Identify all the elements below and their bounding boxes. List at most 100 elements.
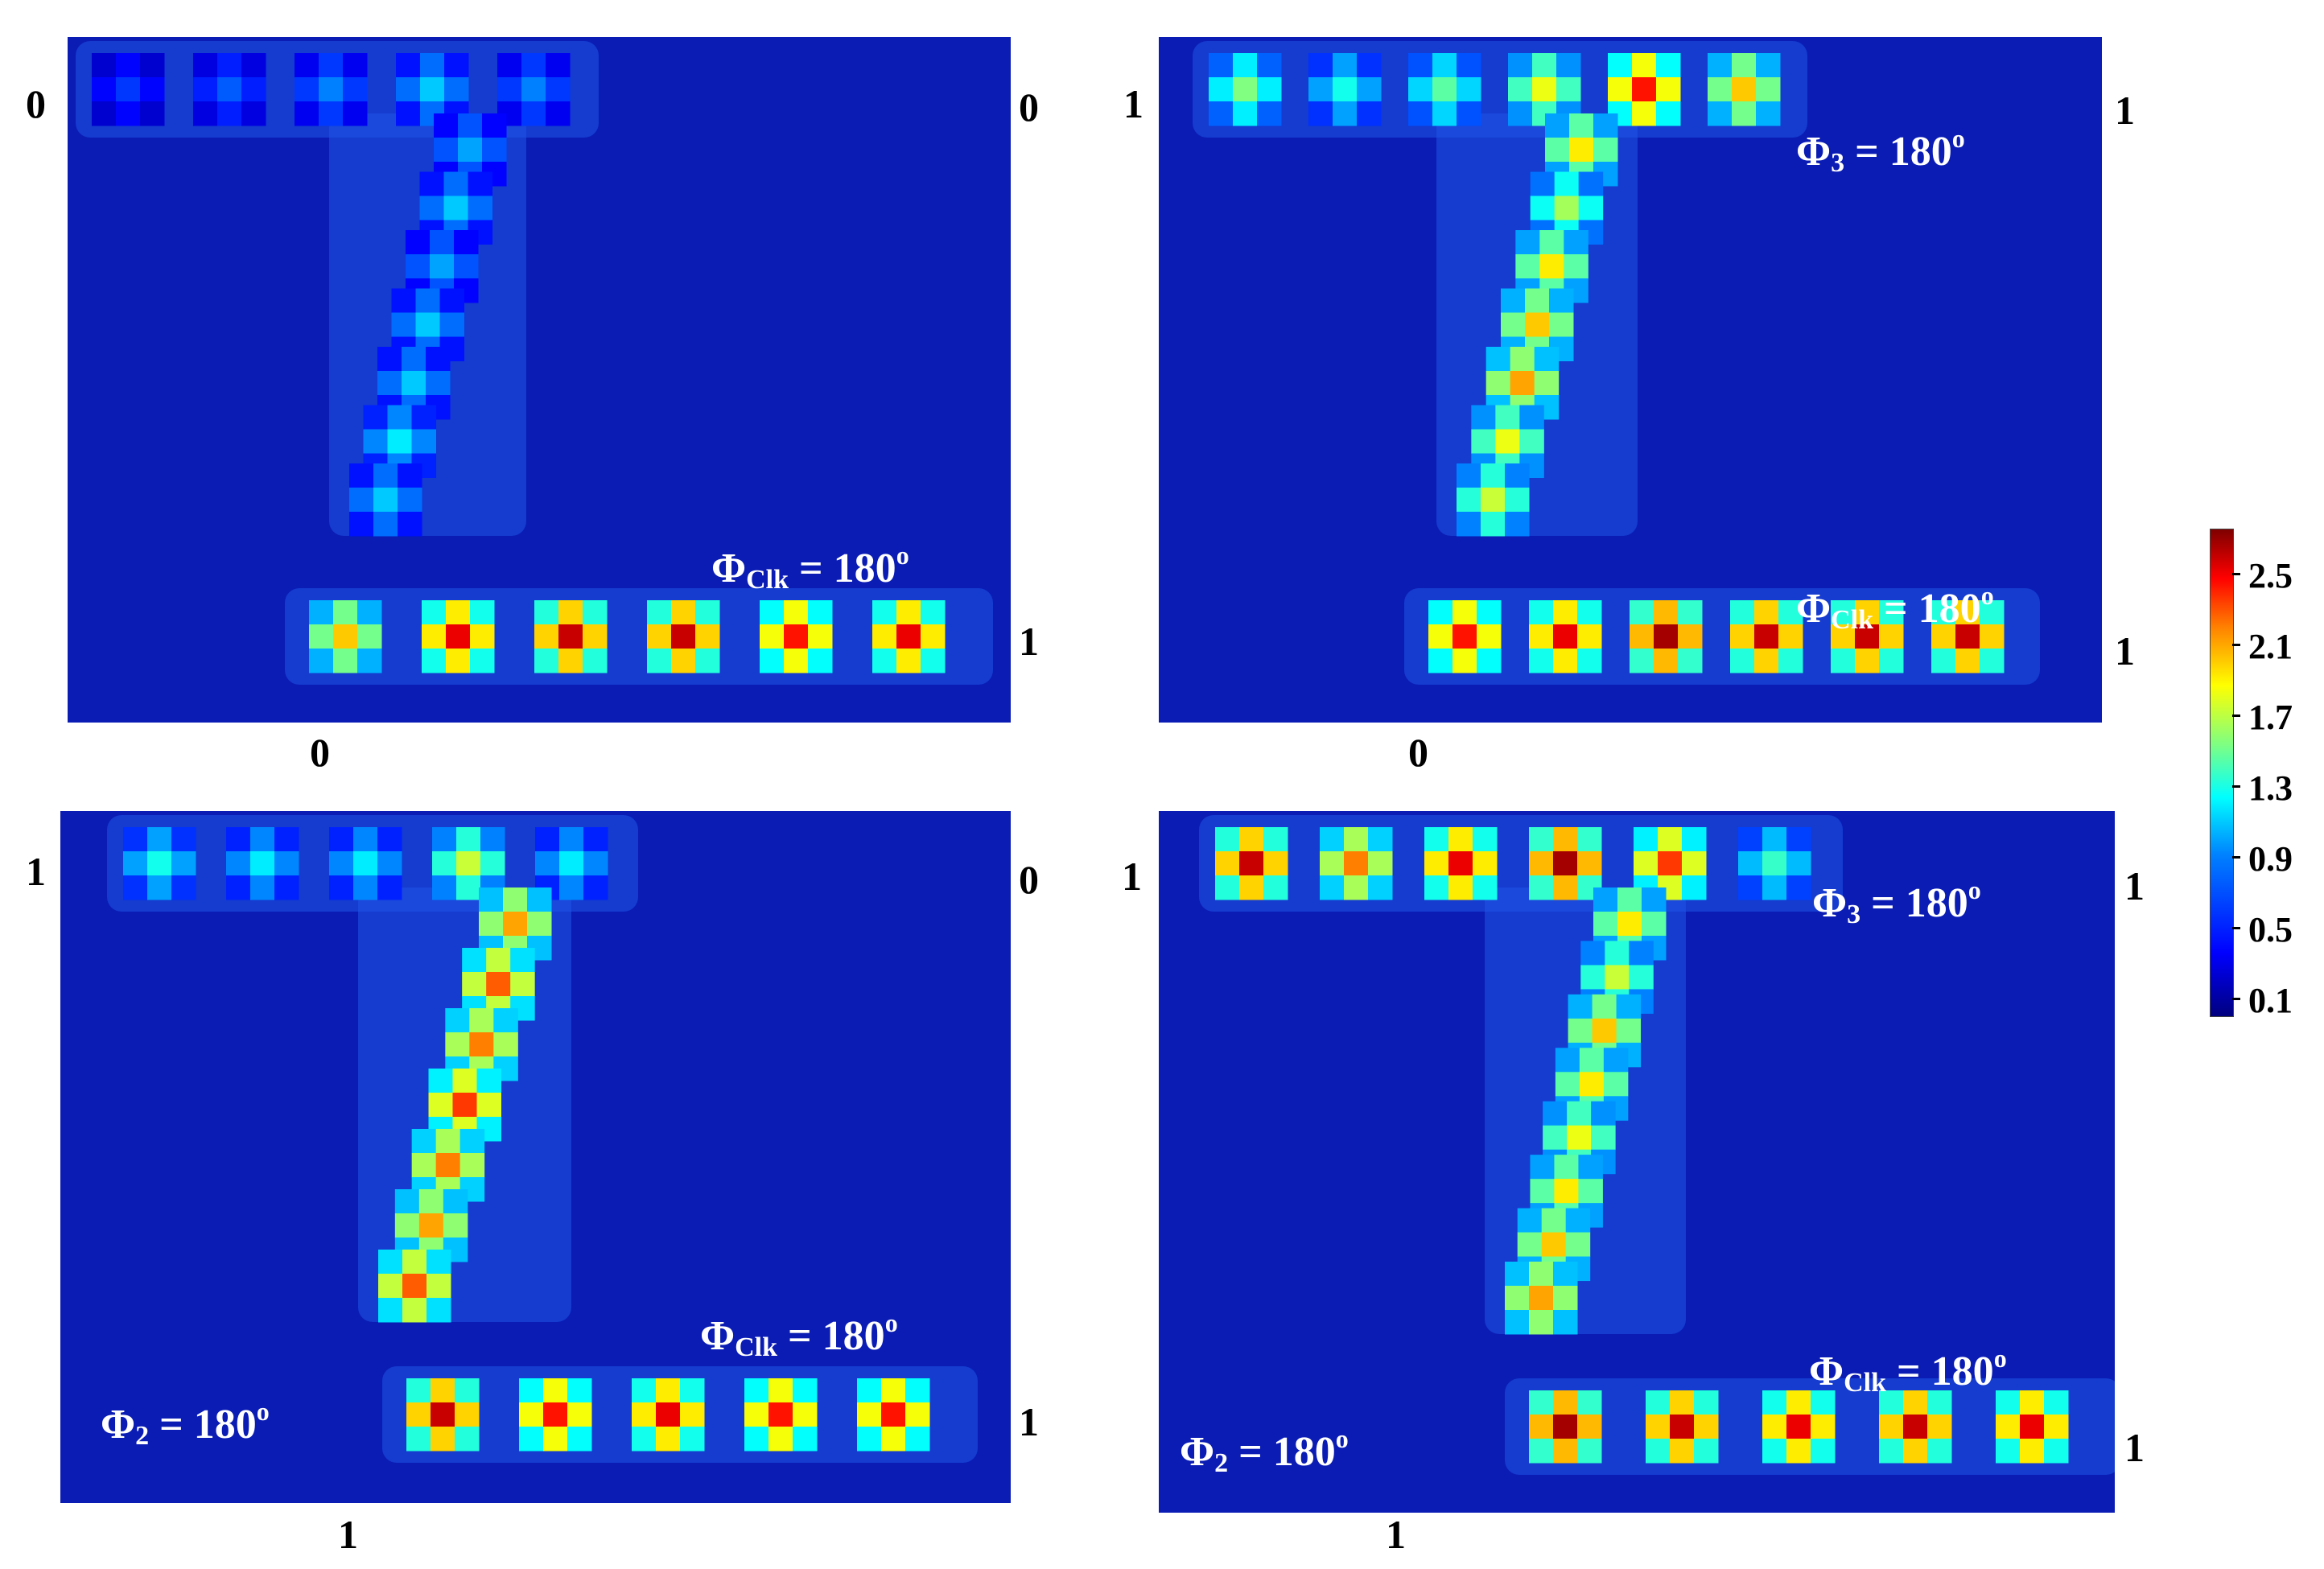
vertical-cell bbox=[411, 429, 436, 454]
top-row-cell bbox=[1233, 77, 1258, 102]
bottom-row-cell bbox=[1879, 1415, 1904, 1439]
top-row-cell bbox=[226, 875, 251, 900]
bottom-row-cell bbox=[1529, 649, 1554, 673]
vertical-cell bbox=[1505, 1262, 1530, 1287]
top-row-cell bbox=[1263, 851, 1288, 876]
bottom-row-cell bbox=[760, 624, 785, 649]
top-row-cell bbox=[171, 851, 196, 876]
top-row-cell bbox=[1408, 53, 1433, 78]
vertical-cell bbox=[1616, 994, 1642, 1019]
top-row-cell bbox=[1738, 827, 1763, 852]
vertical-cell bbox=[377, 371, 402, 396]
vertical-cell bbox=[1501, 288, 1526, 313]
top-row-cell bbox=[92, 77, 117, 102]
vertical-cell bbox=[426, 347, 451, 372]
top-row-cell bbox=[1786, 827, 1811, 852]
top-row-cell bbox=[1529, 827, 1554, 852]
bottom-row-cell bbox=[357, 649, 382, 673]
top-row-cell bbox=[377, 875, 402, 900]
bottom-row-cell bbox=[744, 1402, 769, 1427]
top-row-cell bbox=[1756, 53, 1781, 78]
bottom-row-cell bbox=[1778, 624, 1803, 649]
bottom-row-cell bbox=[896, 649, 921, 673]
heatmap-top-right bbox=[1193, 41, 2040, 685]
vertical-cell bbox=[1529, 1262, 1554, 1287]
vertical-cell bbox=[1481, 463, 1506, 488]
bottom-row-cell bbox=[1879, 600, 1904, 625]
port-bottom-left-right: 1 bbox=[1019, 1399, 1039, 1444]
bottom-row-cell bbox=[1577, 649, 1602, 673]
bottom-row-cell bbox=[1553, 1415, 1578, 1439]
colorbar-tick-label: 1.3 bbox=[2248, 768, 2293, 808]
vertical-cell bbox=[415, 312, 440, 337]
top-row-cell bbox=[444, 53, 469, 78]
top-row-cell bbox=[1532, 53, 1557, 78]
bottom-row-cell bbox=[431, 1378, 455, 1403]
top-row-cell bbox=[329, 851, 354, 876]
top-row-cell bbox=[1368, 875, 1393, 900]
bottom-row-cell bbox=[534, 649, 559, 673]
top-row-cell bbox=[559, 851, 584, 876]
top-row-cell bbox=[1634, 827, 1659, 852]
vertical-cell bbox=[387, 405, 412, 430]
bottom-row-cell bbox=[1879, 1439, 1904, 1464]
vertical-cell bbox=[1530, 1179, 1555, 1204]
top-row-cell bbox=[1632, 77, 1657, 102]
vertical-cell bbox=[452, 1069, 477, 1093]
bottom-row-cell bbox=[793, 1378, 818, 1403]
top-row-cell bbox=[1608, 53, 1633, 78]
vertical-cell bbox=[445, 1008, 470, 1033]
top-row-cell bbox=[1656, 101, 1681, 126]
vertical-cell bbox=[1505, 488, 1530, 513]
bottom-row-cell bbox=[921, 600, 946, 625]
bottom-row-cell bbox=[857, 1427, 882, 1452]
vertical-cell bbox=[458, 138, 483, 163]
top-row-cell bbox=[140, 101, 165, 126]
vertical-cell bbox=[1530, 1155, 1555, 1180]
vertical-cell bbox=[1578, 1155, 1603, 1180]
bottom-row-cell bbox=[406, 1427, 431, 1452]
vertical-cell bbox=[1519, 429, 1544, 454]
top-row-cell bbox=[1333, 53, 1358, 78]
phi2-phase-label: Φ2 = 180o bbox=[1180, 1424, 1349, 1478]
bottom-row-cell bbox=[2020, 1415, 2045, 1439]
vertical-cell bbox=[443, 1189, 468, 1214]
top-row-cell bbox=[319, 77, 344, 102]
vertical-cell bbox=[434, 113, 459, 138]
vertical-cell bbox=[1592, 1018, 1617, 1044]
bottom-row-cell bbox=[1553, 600, 1578, 625]
vertical-cell bbox=[1616, 1018, 1642, 1044]
top-row-cell bbox=[329, 875, 354, 900]
vertical-cell bbox=[1565, 1208, 1591, 1233]
vertical-cell bbox=[378, 1274, 403, 1299]
top-row-cell bbox=[480, 827, 505, 852]
bottom-row-cell bbox=[881, 1402, 906, 1427]
top-row-cell bbox=[1508, 53, 1533, 78]
top-row-cell bbox=[1257, 53, 1282, 78]
vertical-cell bbox=[493, 1008, 518, 1033]
bottom-row-cell bbox=[455, 1402, 480, 1427]
top-row-cell bbox=[1424, 875, 1449, 900]
bottom-row-cell bbox=[793, 1427, 818, 1452]
vertical-cell bbox=[1495, 405, 1520, 430]
bottom-row-cell bbox=[744, 1378, 769, 1403]
port-bottom-left-in: 1 bbox=[26, 849, 46, 894]
top-row-cell bbox=[377, 827, 402, 852]
top-row-cell bbox=[116, 53, 141, 78]
top-row-cell bbox=[546, 53, 571, 78]
top-row-cell bbox=[1448, 875, 1473, 900]
vertical-cell bbox=[1554, 1179, 1579, 1204]
vertical-cell bbox=[1481, 488, 1506, 513]
bottom-row-cell bbox=[431, 1427, 455, 1452]
bottom-row-cell bbox=[1529, 1439, 1554, 1464]
top-row-cell bbox=[1457, 101, 1481, 126]
bottom-row-cell bbox=[1477, 600, 1502, 625]
top-row-cell bbox=[1308, 77, 1333, 102]
top-row-cell bbox=[1320, 827, 1345, 852]
top-row-cell bbox=[1682, 875, 1707, 900]
bottom-row-cell bbox=[357, 600, 382, 625]
vertical-cell bbox=[411, 405, 436, 430]
top-row-cell bbox=[1656, 77, 1681, 102]
top-row-cell bbox=[1708, 101, 1733, 126]
top-row-cell bbox=[444, 77, 469, 102]
